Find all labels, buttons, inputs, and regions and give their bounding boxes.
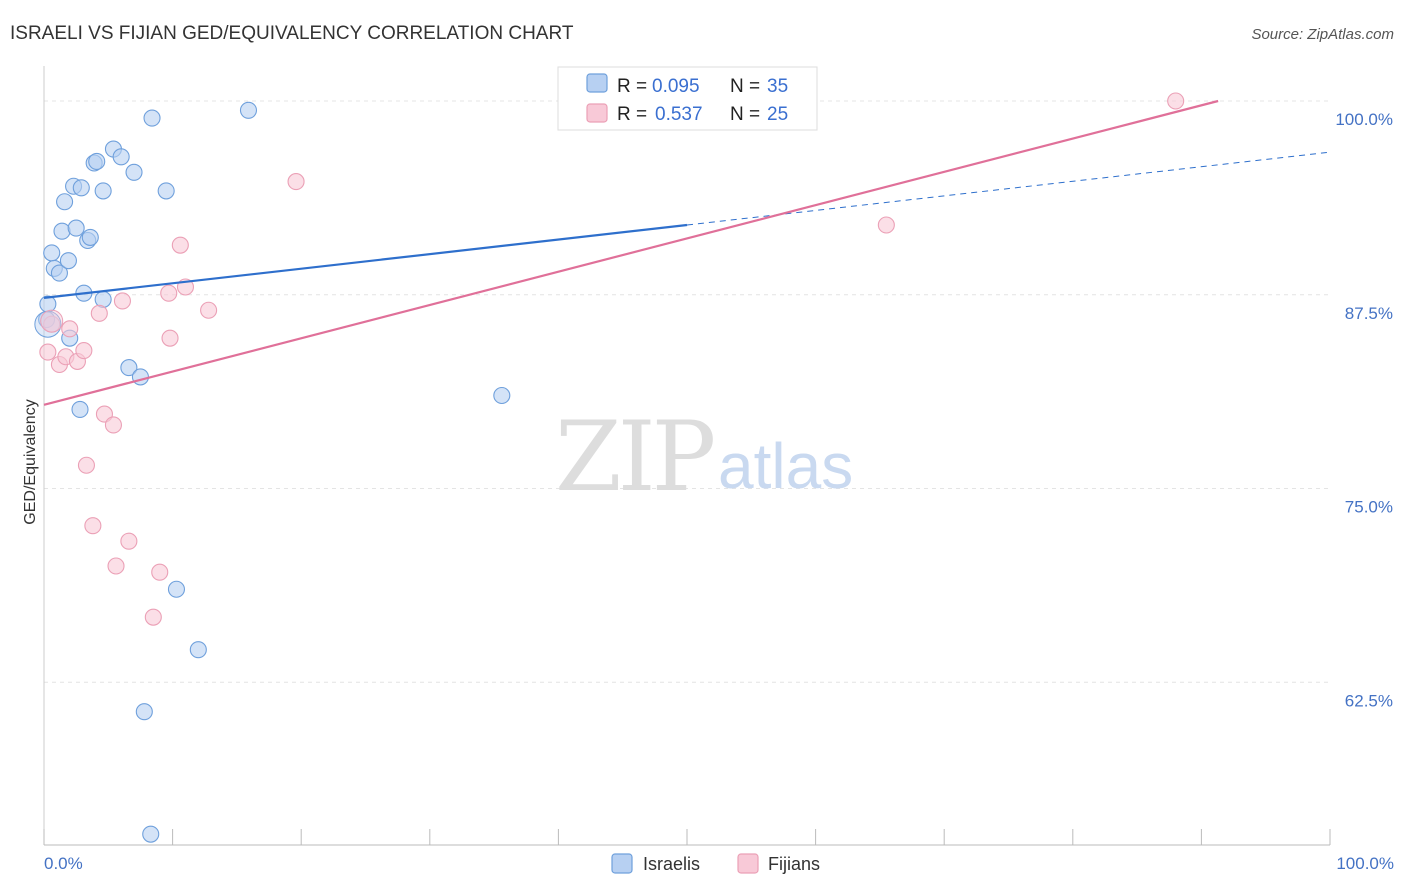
trend-lines [43, 99, 1331, 406]
y-tick-label-0: 100.0% [1335, 110, 1393, 129]
israelis-point-28 [157, 182, 175, 200]
fijians-r-label: R = [617, 104, 647, 125]
israelis-trend-line-extension [686, 151, 1331, 226]
y-tick-labels: 100.0% 87.5% 75.0% 62.5% [1335, 110, 1393, 710]
fijians-n-label: N = [730, 104, 760, 125]
israelis-point-10 [67, 219, 85, 237]
y-tick-label-1: 87.5% [1345, 304, 1393, 323]
israelis-n-label: N = [730, 76, 760, 97]
israelis-point-26 [142, 825, 160, 843]
israelis-point-22 [120, 359, 138, 377]
fijians-cluster-point [40, 309, 64, 333]
israelis-n-value: 35 [767, 76, 788, 97]
fijians-point-11 [104, 416, 122, 434]
fijians-point-15 [144, 608, 162, 626]
chart-source: Source: ZipAtlas.com [1251, 26, 1394, 43]
legend-fijians-swatch [737, 853, 759, 874]
israelis-point-11 [71, 400, 89, 419]
israelis-point-15 [81, 228, 99, 246]
fijians-swatch [586, 103, 608, 123]
fijians-point-6 [75, 341, 93, 360]
stats-legend: R = 0.095 N = 35 R = 0.537 N = 25 [557, 66, 818, 131]
fijians-point-16 [151, 563, 169, 581]
chart-title: ISRAELI VS FIJIAN GED/EQUIVALENCY CORREL… [10, 23, 574, 44]
israelis-r-value: 0.095 [652, 76, 700, 97]
israelis-trend-line [43, 223, 688, 299]
fijians-point-21 [200, 301, 218, 319]
watermark-atlas: atlas [718, 430, 853, 502]
x-tick-label-left: 0.0% [44, 854, 83, 873]
israelis-point-4 [50, 264, 68, 282]
fijians-point-23 [877, 216, 895, 234]
israelis-point-1 [39, 295, 57, 313]
fijians-r-value: 0.537 [655, 104, 703, 125]
fijians-point-19 [171, 236, 189, 254]
y-tick-label-2: 75.0% [1345, 498, 1393, 517]
series-legend: Israelis Fijians [611, 853, 820, 874]
fijians-n-value: 25 [767, 104, 788, 125]
israelis-point-6 [56, 193, 74, 211]
fijians-point-18 [161, 329, 179, 347]
scatter-points [34, 92, 1185, 843]
legend-fijians-label: Fijians [768, 854, 820, 874]
israelis-point-12 [72, 179, 90, 197]
fijians-point-24 [1167, 92, 1185, 110]
fijians-point-4 [61, 320, 79, 338]
y-axis-label: GED/Equivalency [22, 399, 39, 524]
israelis-point-30 [189, 641, 207, 659]
fijians-point-0 [39, 343, 57, 361]
fijians-point-22 [287, 173, 305, 191]
legend-israelis-label: Israelis [643, 854, 700, 874]
israelis-point-31 [239, 101, 258, 119]
israelis-point-32 [493, 386, 511, 405]
israelis-point-29 [167, 580, 186, 598]
fijians-point-12 [107, 557, 125, 575]
fijians-point-17 [160, 284, 178, 302]
israelis-point-23 [125, 163, 143, 181]
y-tick-label-3: 62.5% [1345, 691, 1393, 710]
israelis-point-21 [112, 148, 130, 166]
x-axis-ticks [43, 829, 1331, 845]
israelis-swatch [586, 73, 608, 93]
israelis-point-24 [131, 368, 149, 386]
israelis-point-25 [135, 703, 153, 721]
legend-israelis-swatch [611, 853, 633, 874]
israelis-point-17 [88, 152, 106, 170]
fijians-point-7 [77, 456, 95, 474]
israelis-point-18 [94, 182, 112, 200]
watermark-zip: ZIP [555, 401, 714, 513]
fijians-trend-line [43, 99, 1219, 406]
fijians-point-9 [90, 304, 108, 322]
israelis-r-label: R = [617, 76, 647, 97]
israelis-point-7 [59, 252, 77, 270]
fijians-point-8 [84, 517, 102, 535]
x-tick-label-right: 100.0% [1336, 854, 1394, 873]
israelis-point-5 [53, 222, 71, 240]
israelis-point-2 [43, 244, 61, 262]
israelis-point-27 [143, 109, 161, 127]
fijians-point-13 [113, 292, 131, 310]
fijians-point-14 [120, 532, 138, 550]
